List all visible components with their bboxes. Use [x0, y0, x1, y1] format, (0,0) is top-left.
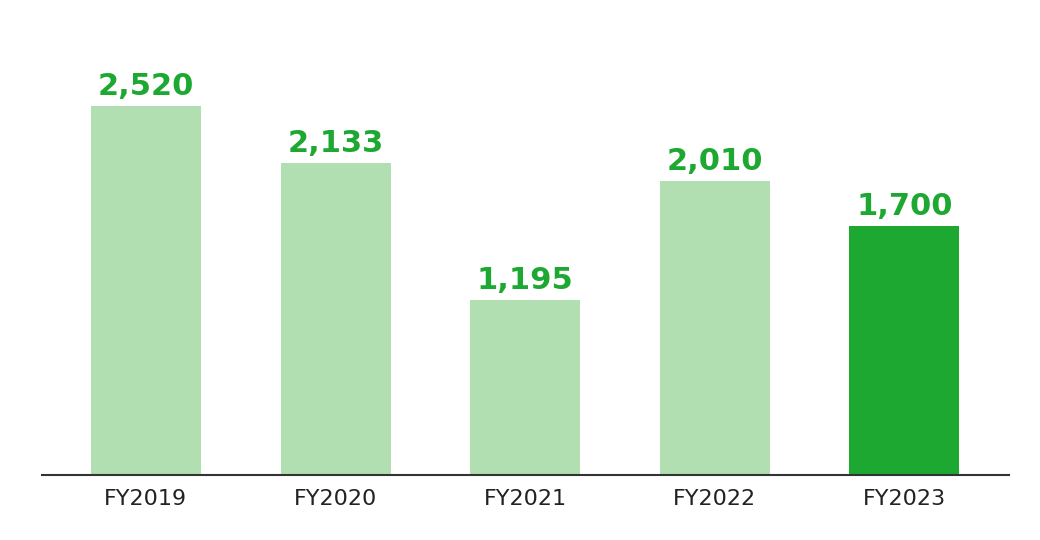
Text: 2,010: 2,010	[667, 147, 763, 176]
Text: 1,700: 1,700	[856, 192, 953, 221]
Text: 2,520: 2,520	[98, 72, 194, 101]
Bar	[850, 226, 960, 475]
Bar	[470, 300, 580, 475]
Bar	[281, 163, 391, 475]
Bar	[659, 181, 770, 475]
Bar	[90, 106, 201, 475]
Text: 2,133: 2,133	[287, 129, 384, 158]
Text: 1,195: 1,195	[476, 266, 574, 295]
